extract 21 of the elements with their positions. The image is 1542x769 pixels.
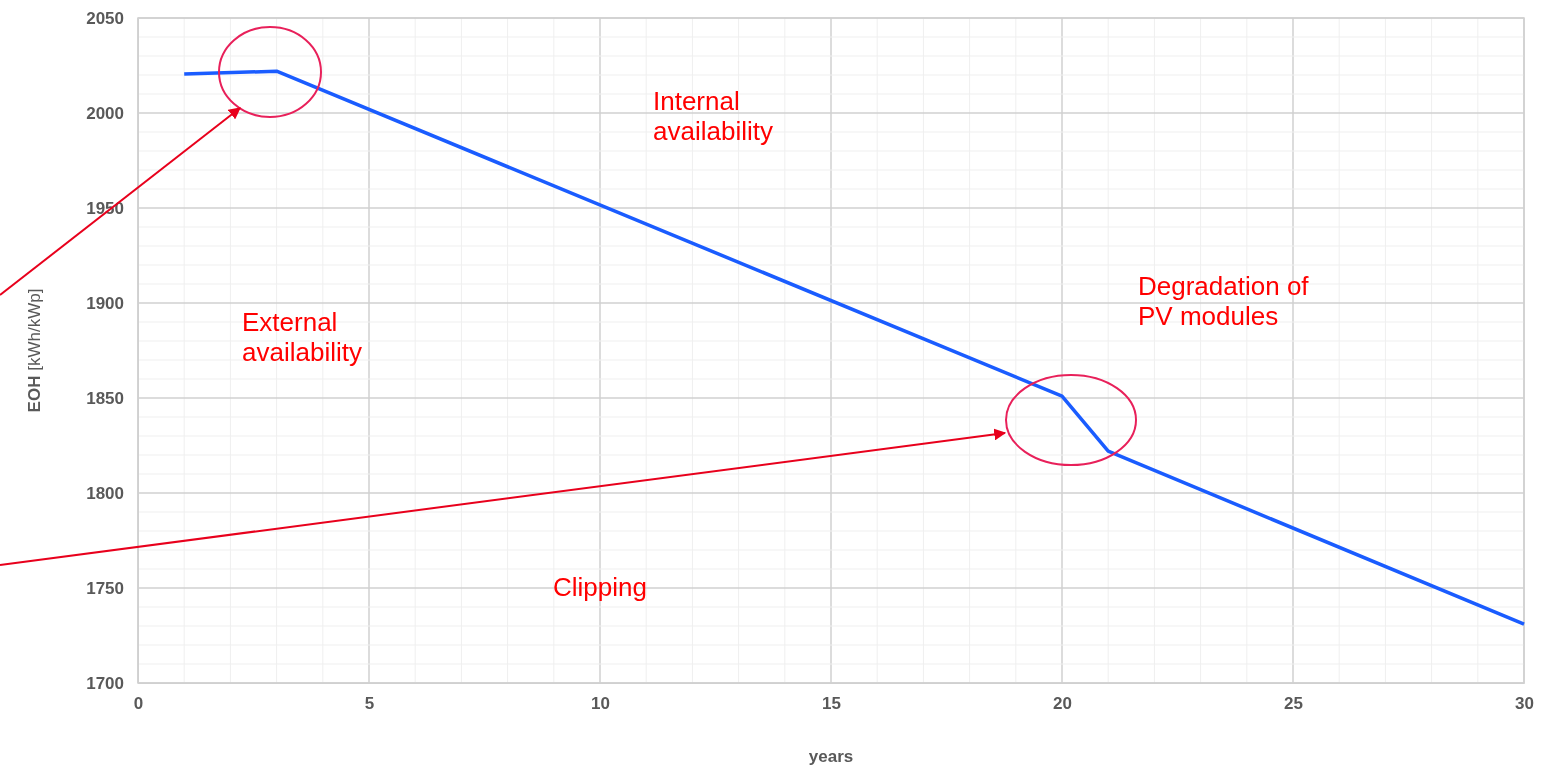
annotation: Clipping <box>553 572 647 602</box>
x-tick-label: 30 <box>1515 694 1534 714</box>
y-tick-label: 1850 <box>86 388 124 408</box>
y-tick-label: 2050 <box>86 8 124 28</box>
x-tick-label: 25 <box>1284 694 1303 714</box>
y-tick-label: 2000 <box>86 103 124 123</box>
x-tick-label: 0 <box>133 694 144 714</box>
x-tick-label: 15 <box>822 694 841 714</box>
y-axis-title: EOH [kWh/kWp] <box>25 288 44 413</box>
x-tick-label: 20 <box>1053 694 1072 714</box>
y-tick-label: 1900 <box>86 293 124 313</box>
annotation: Degradation of PV modules <box>1138 271 1310 331</box>
line-series <box>182 69 1526 626</box>
x-tick-label: 5 <box>364 694 375 714</box>
y-tick-label: 1750 <box>86 578 124 598</box>
x-tick-label: 10 <box>591 694 610 714</box>
y-tick-label: 1700 <box>86 673 124 693</box>
annotation: Internal availability <box>653 86 773 146</box>
y-tick-label: 1800 <box>86 483 124 503</box>
x-axis-title: years <box>808 747 854 766</box>
annotation: External availability <box>242 307 362 367</box>
